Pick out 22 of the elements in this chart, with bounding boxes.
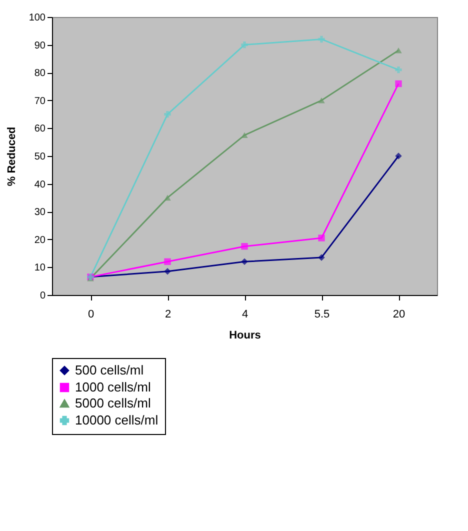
legend-label: 500 cells/ml bbox=[75, 362, 144, 378]
y-tick-label: 60 bbox=[34, 124, 46, 135]
y-tick-label: 80 bbox=[34, 68, 46, 80]
legend-label: 10000 cells/ml bbox=[75, 412, 158, 428]
y-axis-title: % Reduced bbox=[6, 126, 18, 186]
x-tick-label: 4 bbox=[242, 308, 248, 320]
x-tick-label: 5.5 bbox=[314, 308, 330, 320]
y-tick-label: 30 bbox=[34, 207, 46, 218]
y-tick-label: 50 bbox=[34, 152, 46, 162]
y-tick-label: 70 bbox=[34, 96, 46, 107]
y-tick-label: 10 bbox=[34, 262, 46, 274]
x-axis-title: Hours bbox=[229, 330, 261, 342]
legend-label: 1000 cells/ml bbox=[75, 380, 151, 394]
x-tick-label: 2 bbox=[164, 308, 172, 320]
y-tick-label: 100 bbox=[28, 12, 46, 24]
x-tick-label: 20 bbox=[392, 308, 406, 320]
y-tick-label: 90 bbox=[34, 40, 46, 52]
y-tick-label: 40 bbox=[34, 179, 46, 190]
y-tick-label: 0 bbox=[40, 290, 46, 302]
x-tick-label: 0 bbox=[88, 308, 94, 320]
y-tick-label: 20 bbox=[34, 234, 46, 246]
legend-label: 5000 cells/ml bbox=[75, 396, 151, 410]
